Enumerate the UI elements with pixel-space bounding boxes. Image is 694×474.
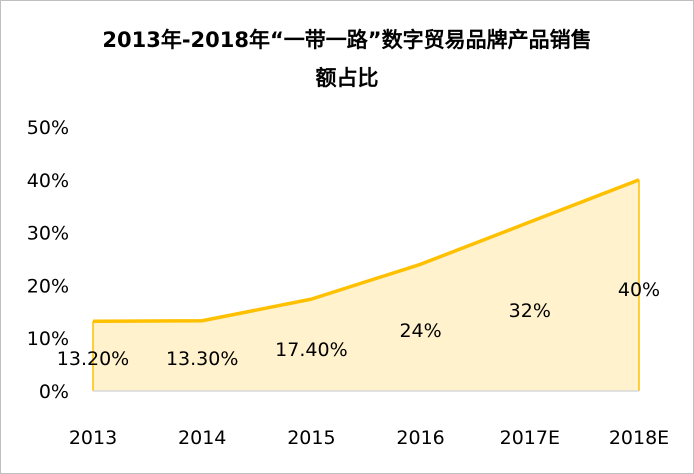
x-tick-label: 2017E xyxy=(500,427,560,449)
y-axis-ticks: 0% 10% 20% 30% 40% 50% xyxy=(27,117,69,403)
data-label: 13.30% xyxy=(166,348,238,370)
x-tick-label: 2018E xyxy=(609,427,669,449)
x-tick-label: 2014 xyxy=(178,427,226,449)
data-label: 32% xyxy=(509,300,551,322)
y-tick-label: 40% xyxy=(27,170,69,192)
series-line xyxy=(92,178,640,324)
data-label: 40% xyxy=(618,279,660,301)
data-label: 24% xyxy=(399,320,441,342)
data-label: 17.40% xyxy=(275,339,347,361)
y-tick-label: 20% xyxy=(27,275,69,297)
chart-title-line-1: 2013年-2018年“一带一路”数字贸易品牌产品销售 xyxy=(102,28,592,52)
chart-title-line-2: 额占比 xyxy=(315,66,379,90)
data-labels: 13.20% 13.30% 17.40% 24% 32% 40% xyxy=(57,279,660,370)
y-tick-label: 30% xyxy=(27,223,69,245)
y-tick-label: 10% xyxy=(27,328,69,350)
x-axis-ticks: 2013 2014 2015 2016 2017E 2018E xyxy=(69,427,669,449)
x-tick-label: 2013 xyxy=(69,427,117,449)
y-tick-label: 0% xyxy=(39,381,69,403)
area-layer xyxy=(92,178,640,391)
x-tick-label: 2015 xyxy=(287,427,335,449)
y-tick-label: 50% xyxy=(27,117,69,139)
x-tick-label: 2016 xyxy=(396,427,444,449)
data-label: 13.20% xyxy=(57,348,129,370)
chart-title: 2013年-2018年“一带一路”数字贸易品牌产品销售 额占比 xyxy=(1,21,693,97)
